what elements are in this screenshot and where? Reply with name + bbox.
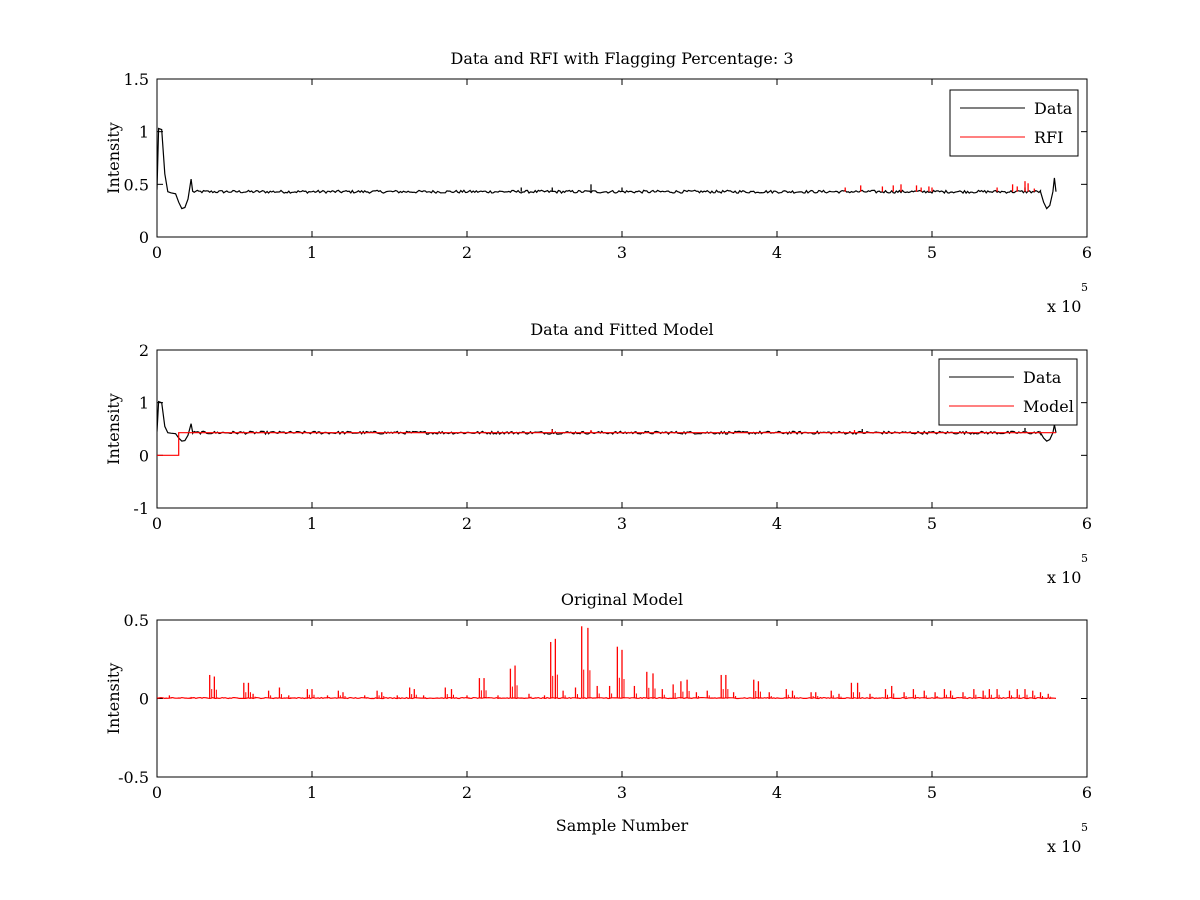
chart-title: Data and RFI with Flagging Percentage: 3 xyxy=(450,49,793,68)
x-axis-multiplier-exponent: 5 xyxy=(1081,821,1088,834)
y-tick-label: 1 xyxy=(139,123,149,142)
x-axis-multiplier: x 10 xyxy=(1047,837,1081,856)
series-rfi xyxy=(844,181,1035,192)
x-axis-multiplier: x 10 xyxy=(1047,568,1081,587)
x-tick-label: 1 xyxy=(307,514,317,533)
y-axis-label: Intensity xyxy=(104,663,123,735)
legend-label: Model xyxy=(1023,397,1074,416)
x-tick-label: 5 xyxy=(927,243,937,262)
y-tick-label: 0.5 xyxy=(124,175,149,194)
x-tick-label: 0 xyxy=(152,514,162,533)
y-tick-label: 2 xyxy=(139,341,149,360)
axes-frame xyxy=(156,349,1088,509)
x-tick-label: 4 xyxy=(772,514,782,533)
x-axis-multiplier-exponent: 5 xyxy=(1081,552,1088,565)
y-tick-label: 0.5 xyxy=(124,611,149,630)
y-tick-label: 0 xyxy=(139,228,149,247)
axes-frame xyxy=(156,78,1088,238)
y-tick-label: 0 xyxy=(139,690,149,709)
plot-area xyxy=(157,400,1057,456)
chart-title: Data and Fitted Model xyxy=(530,320,713,339)
y-tick-label: -0.5 xyxy=(118,768,149,787)
x-tick-label: 6 xyxy=(1082,783,1092,802)
x-axis-multiplier-exponent: 5 xyxy=(1081,281,1088,294)
plot-area xyxy=(157,626,1057,700)
x-tick-label: 4 xyxy=(772,243,782,262)
x-tick-label: 4 xyxy=(772,783,782,802)
series-data xyxy=(157,127,1057,210)
legend-label: Data xyxy=(1023,368,1062,387)
series-original-model-line xyxy=(157,696,1057,700)
legend-box xyxy=(938,358,1078,426)
x-tick-label: 6 xyxy=(1082,514,1092,533)
x-tick-label: 5 xyxy=(927,783,937,802)
series-original-model xyxy=(157,626,1057,700)
y-tick-label: 0 xyxy=(139,446,149,465)
chart-title: Original Model xyxy=(561,590,683,609)
x-tick-label: 0 xyxy=(152,243,162,262)
legend-box xyxy=(949,89,1079,157)
y-axis-label: Intensity xyxy=(104,122,123,194)
legend: Data Model xyxy=(938,358,1078,426)
x-axis-multiplier: x 10 xyxy=(1047,297,1081,316)
plot-area xyxy=(157,127,1057,210)
x-tick-label: 1 xyxy=(307,783,317,802)
x-tick-label: 6 xyxy=(1082,243,1092,262)
series-model xyxy=(157,429,1056,456)
x-tick-label: 0 xyxy=(152,783,162,802)
legend: Data RFI xyxy=(949,89,1079,157)
x-tick-label: 2 xyxy=(462,243,472,262)
x-tick-label: 5 xyxy=(927,514,937,533)
x-tick-label: 3 xyxy=(617,514,627,533)
x-tick-label: 3 xyxy=(617,243,627,262)
series-model-line xyxy=(157,432,1056,456)
y-tick-label: -1 xyxy=(133,499,149,518)
x-axis-label: Sample Number xyxy=(556,816,689,835)
y-tick-label: 1.5 xyxy=(124,70,149,89)
x-tick-label: 2 xyxy=(462,783,472,802)
series-data-line xyxy=(157,127,1057,210)
x-tick-label: 1 xyxy=(307,243,317,262)
x-tick-label: 2 xyxy=(462,514,472,533)
y-tick-label: 1 xyxy=(139,394,149,413)
legend-label: RFI xyxy=(1034,128,1063,147)
x-tick-label: 3 xyxy=(617,783,627,802)
y-axis-label: Intensity xyxy=(104,393,123,465)
legend-label: Data xyxy=(1034,99,1073,118)
